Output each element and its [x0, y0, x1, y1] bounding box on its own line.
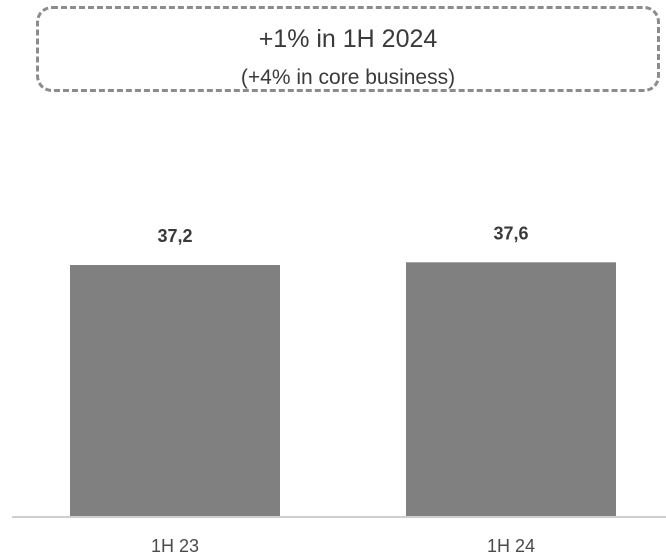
- growth-callout: +1% in 1H 2024 (+4% in core business): [36, 6, 660, 92]
- x-tick-label-1h-23: 1H 23: [151, 536, 199, 556]
- bar-1h-23: [70, 265, 280, 516]
- x-tick-label-1h-24: 1H 24: [487, 536, 535, 556]
- value-label-group: 37,2 37,6: [157, 223, 528, 246]
- bar-group: [70, 262, 616, 516]
- value-label-1h-24: 37,6: [493, 223, 528, 243]
- bar-1h-24: [406, 262, 616, 516]
- callout-subtitle: (+4% in core business): [240, 66, 456, 89]
- callout-headline: +1% in 1H 2024: [258, 25, 438, 53]
- x-tick-label-group: 1H 23 1H 24: [151, 536, 535, 556]
- value-label-1h-23: 37,2: [157, 226, 192, 246]
